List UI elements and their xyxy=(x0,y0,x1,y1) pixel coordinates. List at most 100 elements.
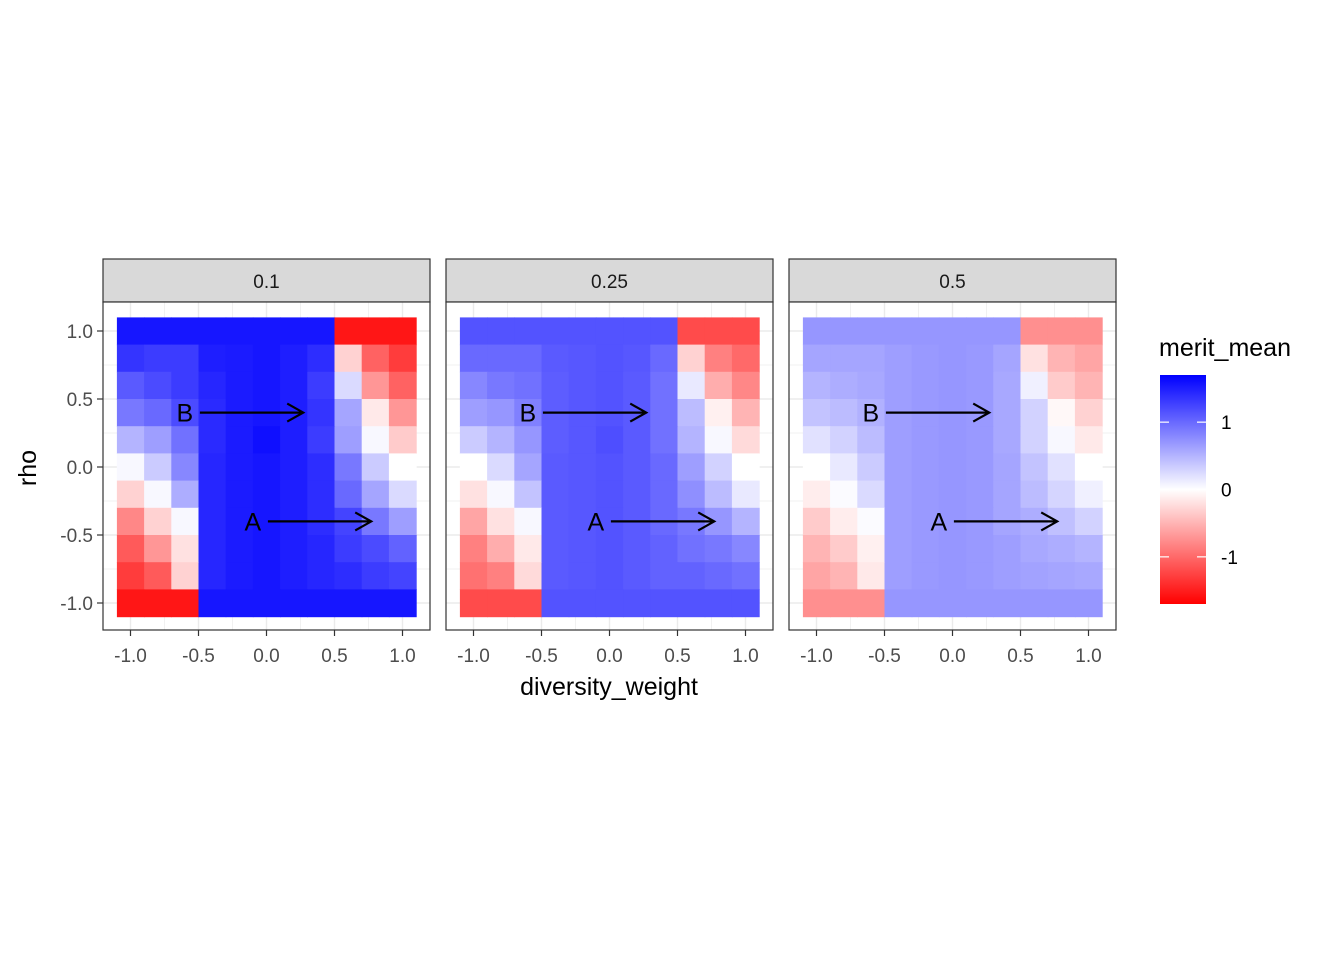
heatmap-cell xyxy=(171,562,200,590)
heatmap-cell xyxy=(361,589,390,618)
x-tick-label: -0.5 xyxy=(182,646,215,667)
heatmap-cell xyxy=(334,535,363,563)
heatmap-cell xyxy=(198,535,227,563)
heatmap-cell xyxy=(144,426,172,454)
heatmap-cell xyxy=(731,535,760,563)
heatmap-cell xyxy=(884,344,913,373)
heatmap-cell xyxy=(252,453,281,482)
heatmap-cell xyxy=(1047,480,1076,509)
heatmap-cell xyxy=(568,562,597,590)
heatmap-cell xyxy=(623,426,651,454)
heatmap-cell xyxy=(144,399,172,427)
heatmap-cell xyxy=(830,507,858,536)
heatmap-cell xyxy=(1074,344,1103,373)
heatmap-cell xyxy=(144,507,172,536)
facet-panel-3: 0.5BA-1.0 -0.5 0.0 0.5 1.0 xyxy=(788,258,1117,667)
facet-panel-1: 0.1BA-1.0 -0.5 0.0 0.5 1.0 xyxy=(102,258,431,667)
heatmap-cell xyxy=(1020,317,1049,346)
heatmap-cell xyxy=(388,589,417,618)
heatmap-cell xyxy=(731,562,760,590)
heatmap-cell xyxy=(623,371,651,400)
x-tick-label: -1.0 xyxy=(114,646,147,667)
heatmap-cell xyxy=(514,344,543,373)
heatmap-cell xyxy=(966,480,994,509)
heatmap-cell xyxy=(595,480,624,509)
heatmap-cell xyxy=(541,535,570,563)
heatmap-cell xyxy=(857,399,886,427)
heatmap-cell xyxy=(225,453,254,482)
heatmap-cell xyxy=(116,589,145,618)
heatmap-cell xyxy=(388,344,417,373)
heatmap-cell xyxy=(252,535,281,563)
heatmap-cell xyxy=(857,562,886,590)
heatmap-cell xyxy=(1074,399,1103,427)
heatmap-cell xyxy=(911,453,940,482)
heatmap-cell xyxy=(1047,535,1076,563)
heatmap-cell xyxy=(884,453,913,482)
heatmap-cell xyxy=(198,317,227,346)
heatmap-cell xyxy=(388,371,417,400)
heatmap-cell xyxy=(884,371,913,400)
heatmap-cell xyxy=(1047,317,1076,346)
annotations: BA xyxy=(863,400,1060,536)
heatmap-cell xyxy=(966,562,994,590)
annotation-arrowhead xyxy=(354,511,374,532)
annotations: BA xyxy=(177,400,374,536)
heatmap-cell xyxy=(1020,535,1049,563)
heatmap-cell xyxy=(225,371,254,400)
annotation-label-B: B xyxy=(863,400,880,428)
heatmap-cell xyxy=(388,317,417,346)
heatmap-cell xyxy=(595,562,624,590)
heatmap-cell xyxy=(487,535,515,563)
heatmap-cell xyxy=(993,399,1022,427)
heatmap-cell xyxy=(650,344,679,373)
heatmap-cell xyxy=(966,535,994,563)
heatmap-cell xyxy=(252,317,281,346)
heatmap-cell xyxy=(198,507,227,536)
heatmap-cell xyxy=(966,589,994,618)
y-axis: -1.0 -0.5 0.0 0.5 1.0 xyxy=(60,322,103,615)
heatmap-cell xyxy=(568,371,597,400)
heatmap-cell xyxy=(514,562,543,590)
heatmap-cell xyxy=(487,344,515,373)
heatmap-cell xyxy=(487,589,515,618)
x-axis: -1.0 -0.5 0.0 0.5 1.0 xyxy=(457,630,759,667)
heatmap-cell xyxy=(334,480,363,509)
heatmap-cell xyxy=(802,453,831,482)
annotation-label-B: B xyxy=(520,400,537,428)
heatmap-cell xyxy=(280,589,308,618)
heatmap-cell xyxy=(568,589,597,618)
x-tick-label: 1.0 xyxy=(1075,646,1101,667)
heatmap-cell xyxy=(802,507,831,536)
heatmap-cell xyxy=(487,317,515,346)
heatmap-cell xyxy=(280,453,308,482)
heatmap-cell xyxy=(623,317,651,346)
heatmap-cell xyxy=(884,317,913,346)
heatmap-cell xyxy=(595,317,624,346)
heatmap-cell xyxy=(911,562,940,590)
heatmap-cell xyxy=(541,562,570,590)
heatmap-cell xyxy=(802,562,831,590)
heatmap-cell xyxy=(595,589,624,618)
heatmap-cell xyxy=(650,535,679,563)
heatmap-cell xyxy=(993,535,1022,563)
heatmap-tiles xyxy=(802,317,1103,618)
heatmap-cell xyxy=(677,535,706,563)
heatmap-cell xyxy=(171,344,200,373)
heatmap-cell xyxy=(993,562,1022,590)
heatmap-cell xyxy=(388,453,417,482)
x-tick-label: -1.0 xyxy=(800,646,833,667)
heatmap-cell xyxy=(802,399,831,427)
heatmap-cell xyxy=(830,562,858,590)
heatmap-cell xyxy=(171,453,200,482)
heatmap-cell xyxy=(252,344,281,373)
heatmap-cell xyxy=(677,562,706,590)
heatmap-cell xyxy=(459,480,488,509)
heatmap-cell xyxy=(361,480,390,509)
heatmap-cell xyxy=(334,589,363,618)
heatmap-cell xyxy=(623,480,651,509)
annotation-arrowhead xyxy=(1040,511,1060,532)
heatmap-cell xyxy=(704,480,733,509)
x-tick-label: 0.0 xyxy=(596,646,622,667)
